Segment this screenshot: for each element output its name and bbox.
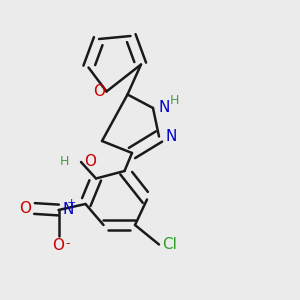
- Text: -: -: [65, 237, 70, 250]
- Text: N: N: [158, 100, 170, 116]
- Text: N: N: [166, 129, 177, 144]
- Text: O: O: [19, 201, 31, 216]
- Text: O: O: [85, 154, 97, 169]
- Text: H: H: [60, 155, 69, 168]
- Text: Cl: Cl: [162, 237, 177, 252]
- Text: +: +: [66, 197, 76, 208]
- Text: H: H: [169, 94, 179, 107]
- Text: N: N: [63, 202, 74, 217]
- Text: O: O: [52, 238, 64, 253]
- Text: O: O: [93, 84, 105, 99]
